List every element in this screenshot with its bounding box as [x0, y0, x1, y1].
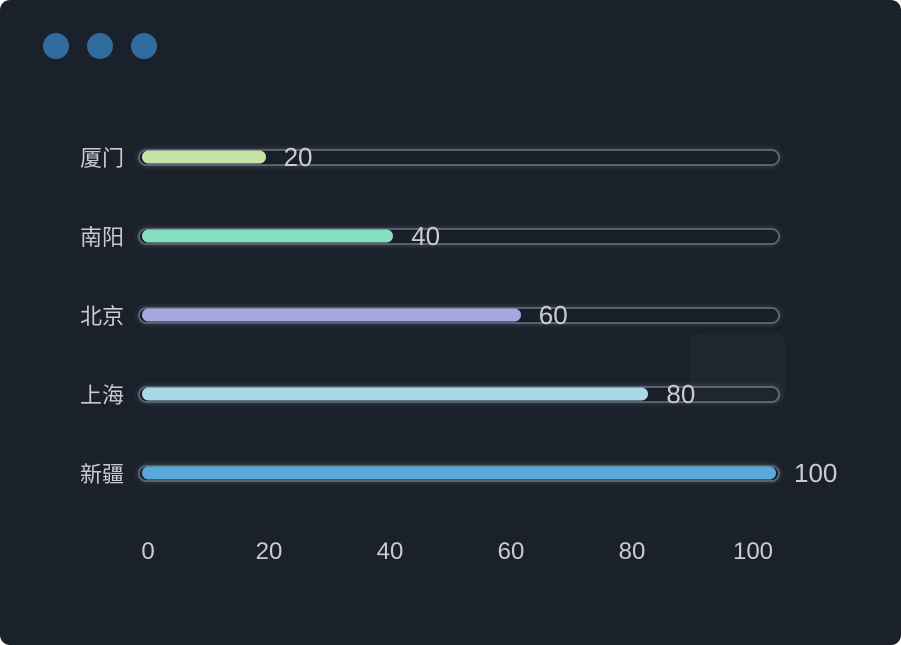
window-dot-icon[interactable] — [131, 33, 157, 59]
x-axis-tick: 80 — [618, 538, 646, 565]
category-label: 北京 — [79, 304, 124, 329]
x-axis-tick: 20 — [255, 538, 283, 565]
bar-value-label: 40 — [411, 221, 441, 251]
x-axis-ticks: 0 20 40 60 80 100 — [141, 535, 773, 569]
category-label: 厦门 — [79, 146, 124, 171]
horizontal-bar-chart: 厦门 20 南阳 40 北京 60 上海 80 — [64, 140, 864, 569]
bar-value-label: 60 — [538, 300, 568, 330]
category-label: 上海 — [79, 383, 124, 408]
bar-row: 厦门 20 — [64, 140, 864, 174]
bar-row: 南阳 40 — [64, 219, 864, 253]
category-label: 南阳 — [79, 225, 124, 250]
bar-row: 新疆 100 — [64, 456, 864, 490]
window-dot-icon[interactable] — [87, 33, 113, 59]
bar-fill — [142, 466, 776, 480]
bar-value-label: 20 — [283, 142, 313, 172]
bar-track: 80 — [138, 381, 780, 407]
bar-fill — [142, 229, 394, 243]
bar-fill — [142, 308, 521, 322]
bar-value-label: 80 — [666, 379, 696, 409]
x-axis-tick: 100 — [732, 538, 774, 565]
window-titlebar — [43, 33, 157, 59]
bar-track: 100 — [138, 460, 837, 486]
x-axis: 0 20 40 60 80 100 — [138, 535, 780, 569]
bar-row: 北京 60 — [64, 298, 864, 332]
bar-track: 60 — [138, 302, 780, 328]
x-axis-tick: 0 — [141, 538, 155, 565]
bar-fill — [142, 387, 649, 401]
bar-row: 上海 80 — [64, 377, 864, 411]
bar-fill — [142, 150, 266, 164]
window-dot-icon[interactable] — [43, 33, 69, 59]
bar-track: 40 — [138, 223, 780, 249]
x-axis-tick: 60 — [497, 538, 525, 565]
bar-track: 20 — [138, 144, 780, 170]
category-label: 新疆 — [79, 462, 124, 487]
bar-value-label: 100 — [794, 458, 838, 488]
x-axis-tick: 40 — [376, 538, 404, 565]
